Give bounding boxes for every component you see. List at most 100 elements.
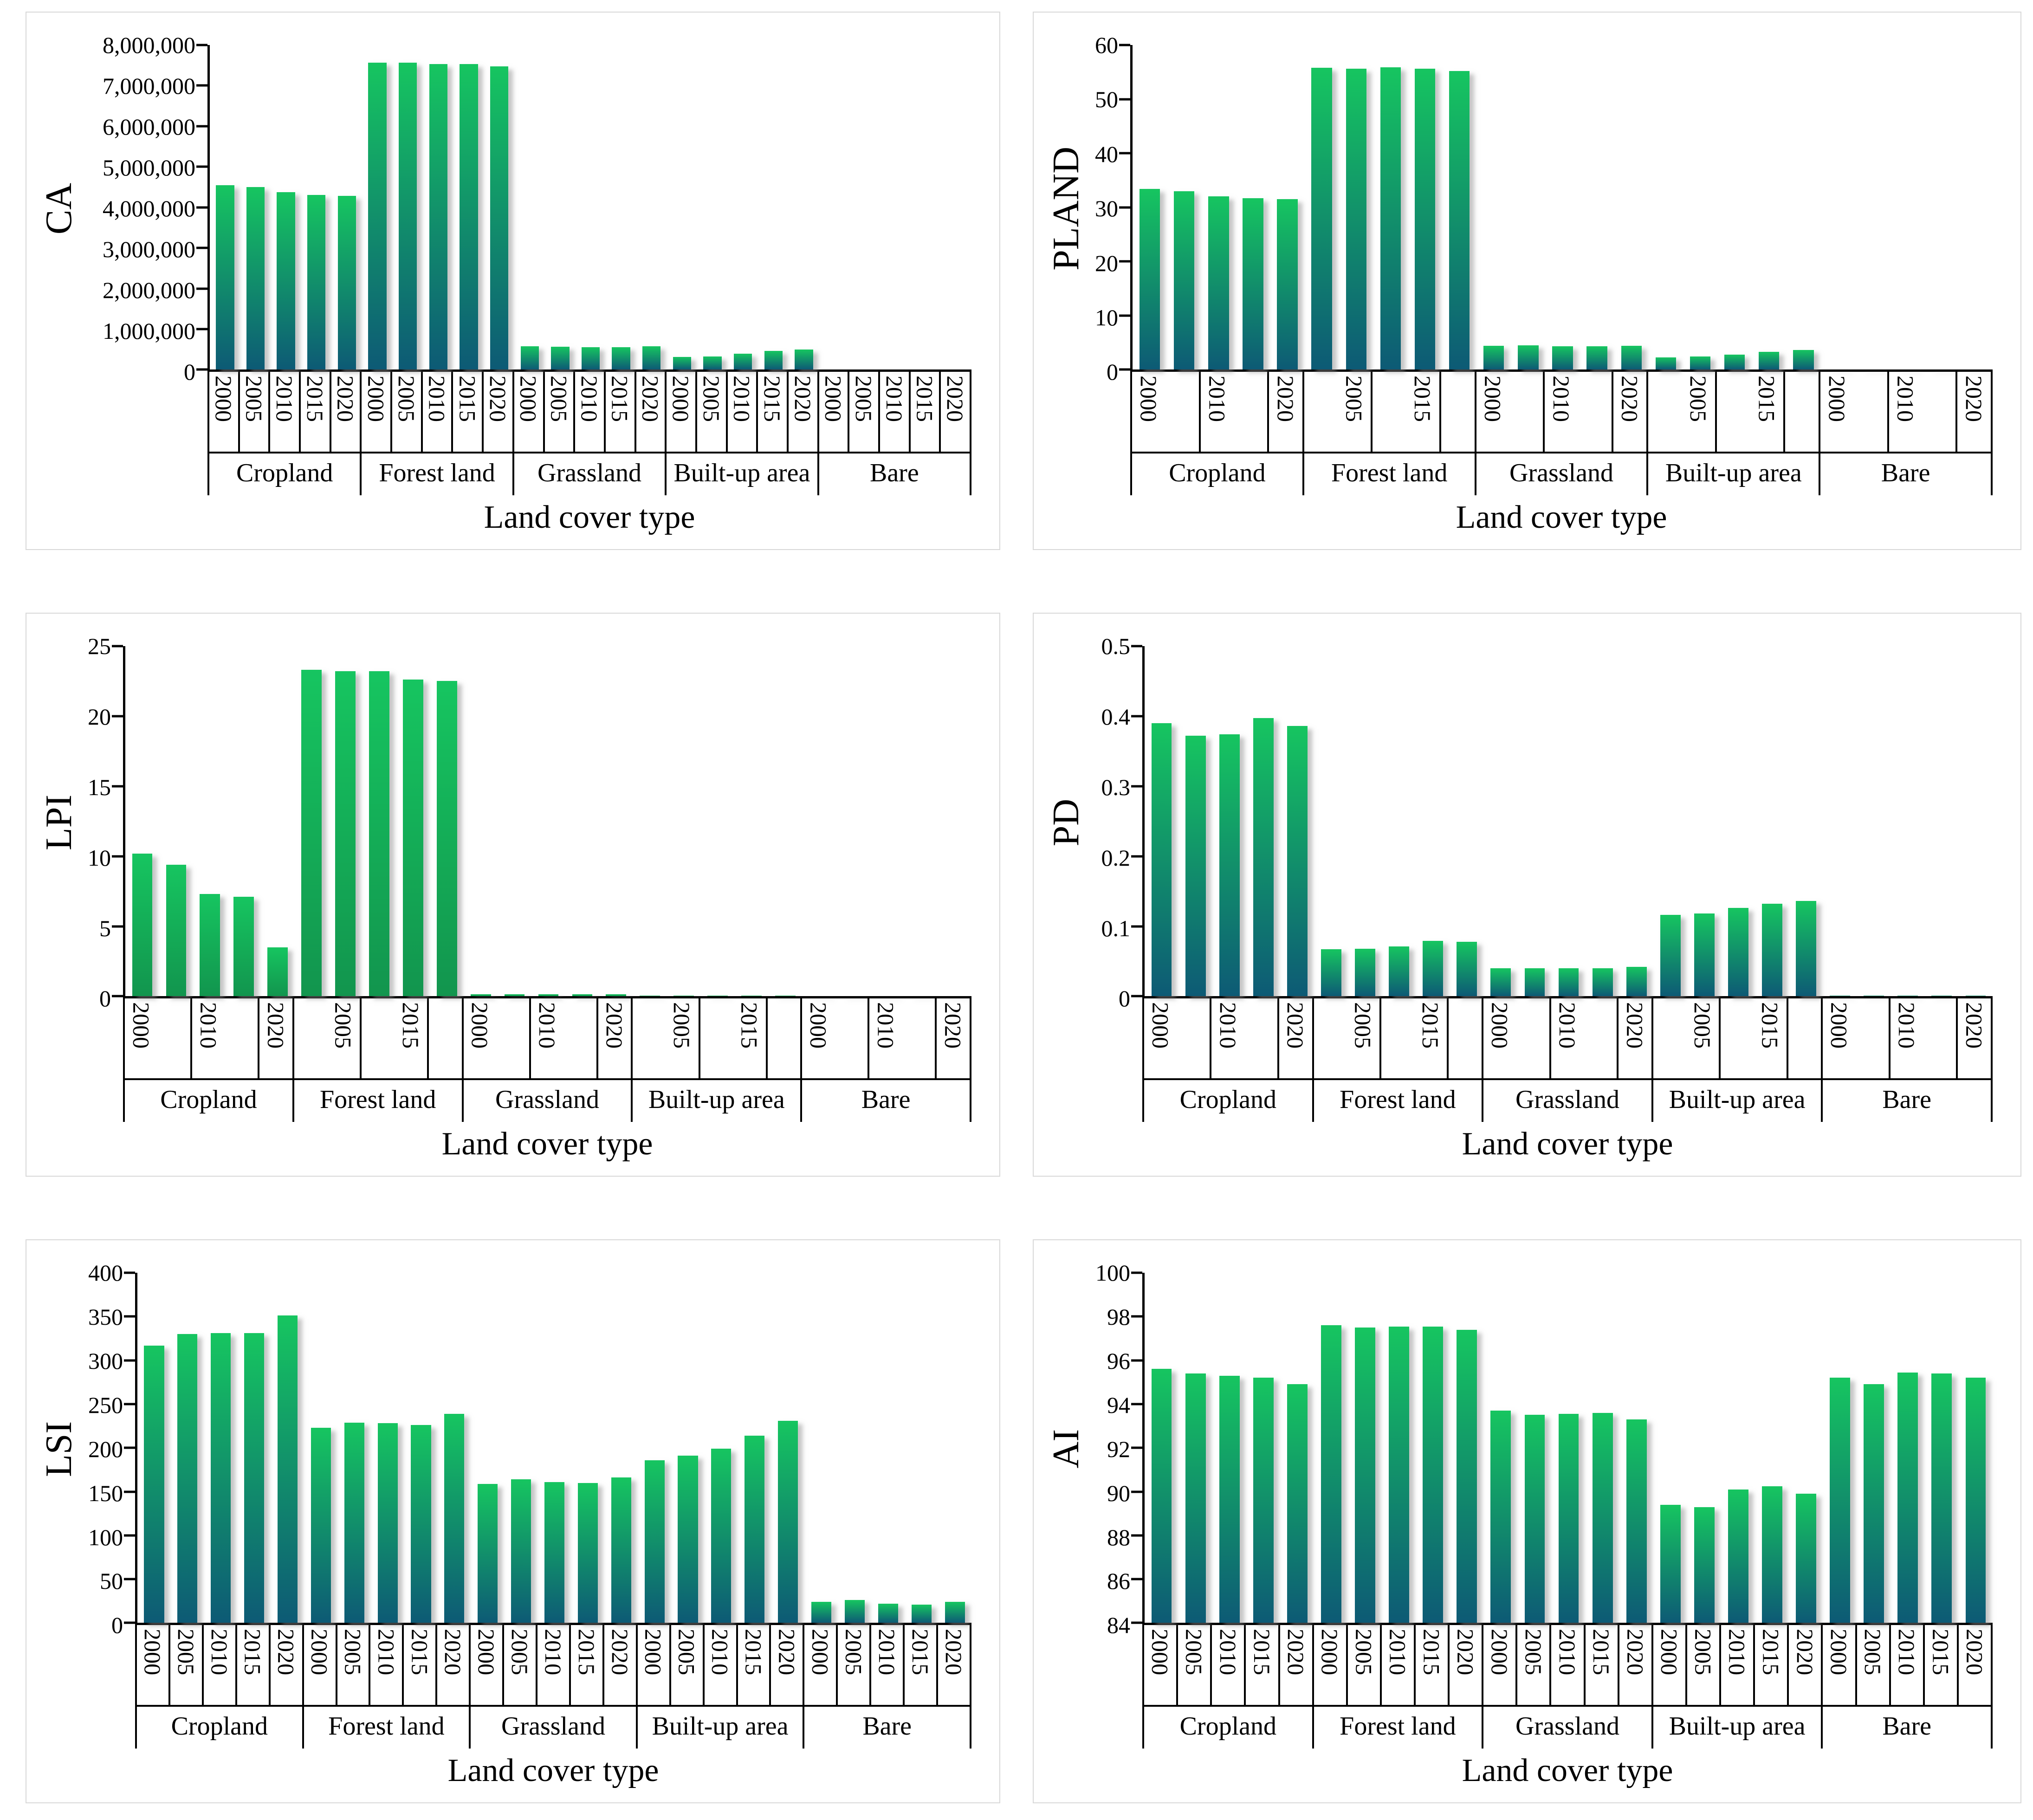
bar-group-bare [1823, 646, 1993, 997]
x-tick-label: 2000 [805, 1002, 832, 1049]
x-tick-cell: 2020 [437, 1625, 469, 1705]
bar-ai-2020 [1287, 1384, 1308, 1623]
bar-slot [1755, 646, 1789, 997]
bar-ca-2005 [246, 187, 265, 370]
x-tick-cell [1244, 998, 1279, 1079]
x-group-bare: 2000 2010 2020 Bare [1820, 372, 1993, 495]
bar-group-built-up-area [638, 1273, 804, 1623]
y-tick-mark [1131, 785, 1142, 788]
bar-slot [836, 646, 870, 997]
y-tick-mark [1131, 995, 1142, 997]
bar-group-cropland [137, 1273, 304, 1623]
bar-pd-2005 [1694, 913, 1715, 997]
bar-pd-2000 [1830, 995, 1851, 997]
x-tick-label: 2020 [1961, 1002, 1988, 1049]
x-tick-cell: 2000 [1144, 998, 1177, 1078]
x-tick-row: 2005 2015 [294, 998, 462, 1081]
y-tick-mark [1131, 1578, 1142, 1580]
x-tick-label: 2005 [1351, 1629, 1377, 1676]
x-tick-label: 2010 [1385, 1629, 1411, 1676]
x-tick-label: 2000 [1826, 1002, 1852, 1049]
y-tick-mark [1131, 1621, 1142, 1624]
x-tick-label: 2000 [1826, 1629, 1852, 1676]
x-tick-row: 2000 2010 2020 [1144, 998, 1312, 1081]
y-tick-mark [124, 1271, 135, 1274]
y-axis-title-wrap: AI [1046, 1273, 1088, 1625]
bar-slot [1212, 1273, 1246, 1623]
x-tick-label: 2005 [1685, 376, 1712, 422]
x-tick-cell: 2010 [705, 1625, 738, 1705]
bar-pd-2020 [1796, 901, 1816, 997]
bar-pland-2015 [1414, 69, 1436, 370]
bar-lpi-2010 [369, 671, 389, 997]
x-tick-row: 2000 2005 2010 2015 2020 [514, 372, 665, 454]
bar-slot [633, 646, 667, 997]
bar-slot [819, 45, 850, 370]
y-tick-label: 50 [1095, 86, 1118, 113]
x-tick-label: 2000 [668, 376, 694, 422]
bar-slot [453, 45, 484, 370]
bar-slot [941, 45, 971, 370]
bar-slot [1416, 646, 1450, 997]
y-tick-mark [124, 1446, 135, 1449]
x-tick-cell [633, 998, 666, 1078]
x-tick-cell: 2020 [1958, 998, 1991, 1078]
x-tick-cell: 2010 [537, 1625, 571, 1705]
x-tick-row: 2000 2005 2010 2015 2020 [362, 372, 512, 454]
x-tick-cell: 2005 [849, 372, 880, 452]
plot-area [124, 1271, 971, 1626]
x-tick-cell: 2020 [604, 1625, 636, 1705]
bar-lsi-2015 [911, 1604, 932, 1623]
bar-group-forest-land [1314, 1273, 1483, 1623]
x-tick-cell [1923, 998, 1958, 1079]
bar-pd-2000 [1321, 949, 1341, 997]
bar-ai-2000 [1490, 1411, 1511, 1623]
x-tick-label: 2020 [607, 1629, 633, 1676]
bar-pd-2010 [1389, 946, 1410, 997]
x-group-forest-land: 2005 2015 Forest land [1314, 998, 1484, 1122]
x-tick-cell: 2015 [1586, 1625, 1619, 1705]
bar-ca-2000 [216, 185, 234, 370]
bar-slot [1178, 1273, 1212, 1623]
x-tick-cell: 2015 [453, 372, 484, 452]
x-tick-cell: 2020 [1959, 1625, 1991, 1705]
panel-lsi: LSI 0 50 100 150 200 250 300 350 400 2000 2005 2010 2… [26, 1239, 1000, 1803]
bar-ai-2020 [1796, 1494, 1816, 1623]
x-axis-title: Land cover type [484, 499, 695, 535]
x-axis: 2000 2010 2020 Cropland 2005 2015 Forest land 2… [123, 998, 971, 1122]
x-group-cropland: 2000 2005 2010 2015 2020 Cropland [1142, 1625, 1314, 1749]
x-tick-label: 2000 [139, 1629, 166, 1676]
x-tick-cell: 2005 [545, 372, 576, 452]
bar-group-bare [819, 45, 971, 370]
x-tick-label: 2015 [736, 1002, 763, 1049]
x-tick-cell: 2010 [1721, 1625, 1755, 1705]
bar-slot [667, 646, 701, 997]
y-tick-label: 94 [1107, 1392, 1130, 1418]
bar-ai-2020 [1626, 1419, 1647, 1623]
bar-pd-2015 [1592, 968, 1613, 997]
x-tick-cell [1381, 998, 1414, 1078]
x-tick-cell: 2010 [270, 372, 301, 452]
x-tick-cell [1165, 372, 1201, 452]
bar-slot [1518, 646, 1552, 997]
x-tick-label: 2010 [1215, 1002, 1241, 1049]
x-tick-cell: 2020 [1619, 1625, 1651, 1705]
x-group-bare: 2000 2005 2010 2015 2020 Bare [1823, 1625, 1993, 1749]
x-tick-label: 2010 [206, 1629, 233, 1676]
bar-slot [1450, 1273, 1484, 1623]
bar-pland-2020 [1277, 199, 1298, 370]
x-tick-label: 2015 [573, 1629, 600, 1676]
bar-ai-2020 [1457, 1329, 1477, 1623]
bar-pland-2015 [1243, 198, 1263, 370]
y-tick-label: 6,000,000 [103, 114, 195, 140]
bar-slot [1305, 45, 1339, 370]
x-tick-cell: 2000 [464, 998, 497, 1078]
y-axis-title-wrap: LSI [39, 1273, 80, 1625]
bar-slot [505, 1273, 538, 1623]
x-tick-cell: 2005 [337, 1625, 371, 1705]
x-tick-label: 2015 [454, 376, 481, 422]
chart-ca: CA 0 1,000,000 2,000,000 3,000,000 4,000,000 5… [39, 33, 972, 536]
y-tick-label: 92 [1107, 1436, 1130, 1462]
bar-slot [701, 646, 735, 997]
x-tick-cell: 2005 [697, 372, 728, 452]
